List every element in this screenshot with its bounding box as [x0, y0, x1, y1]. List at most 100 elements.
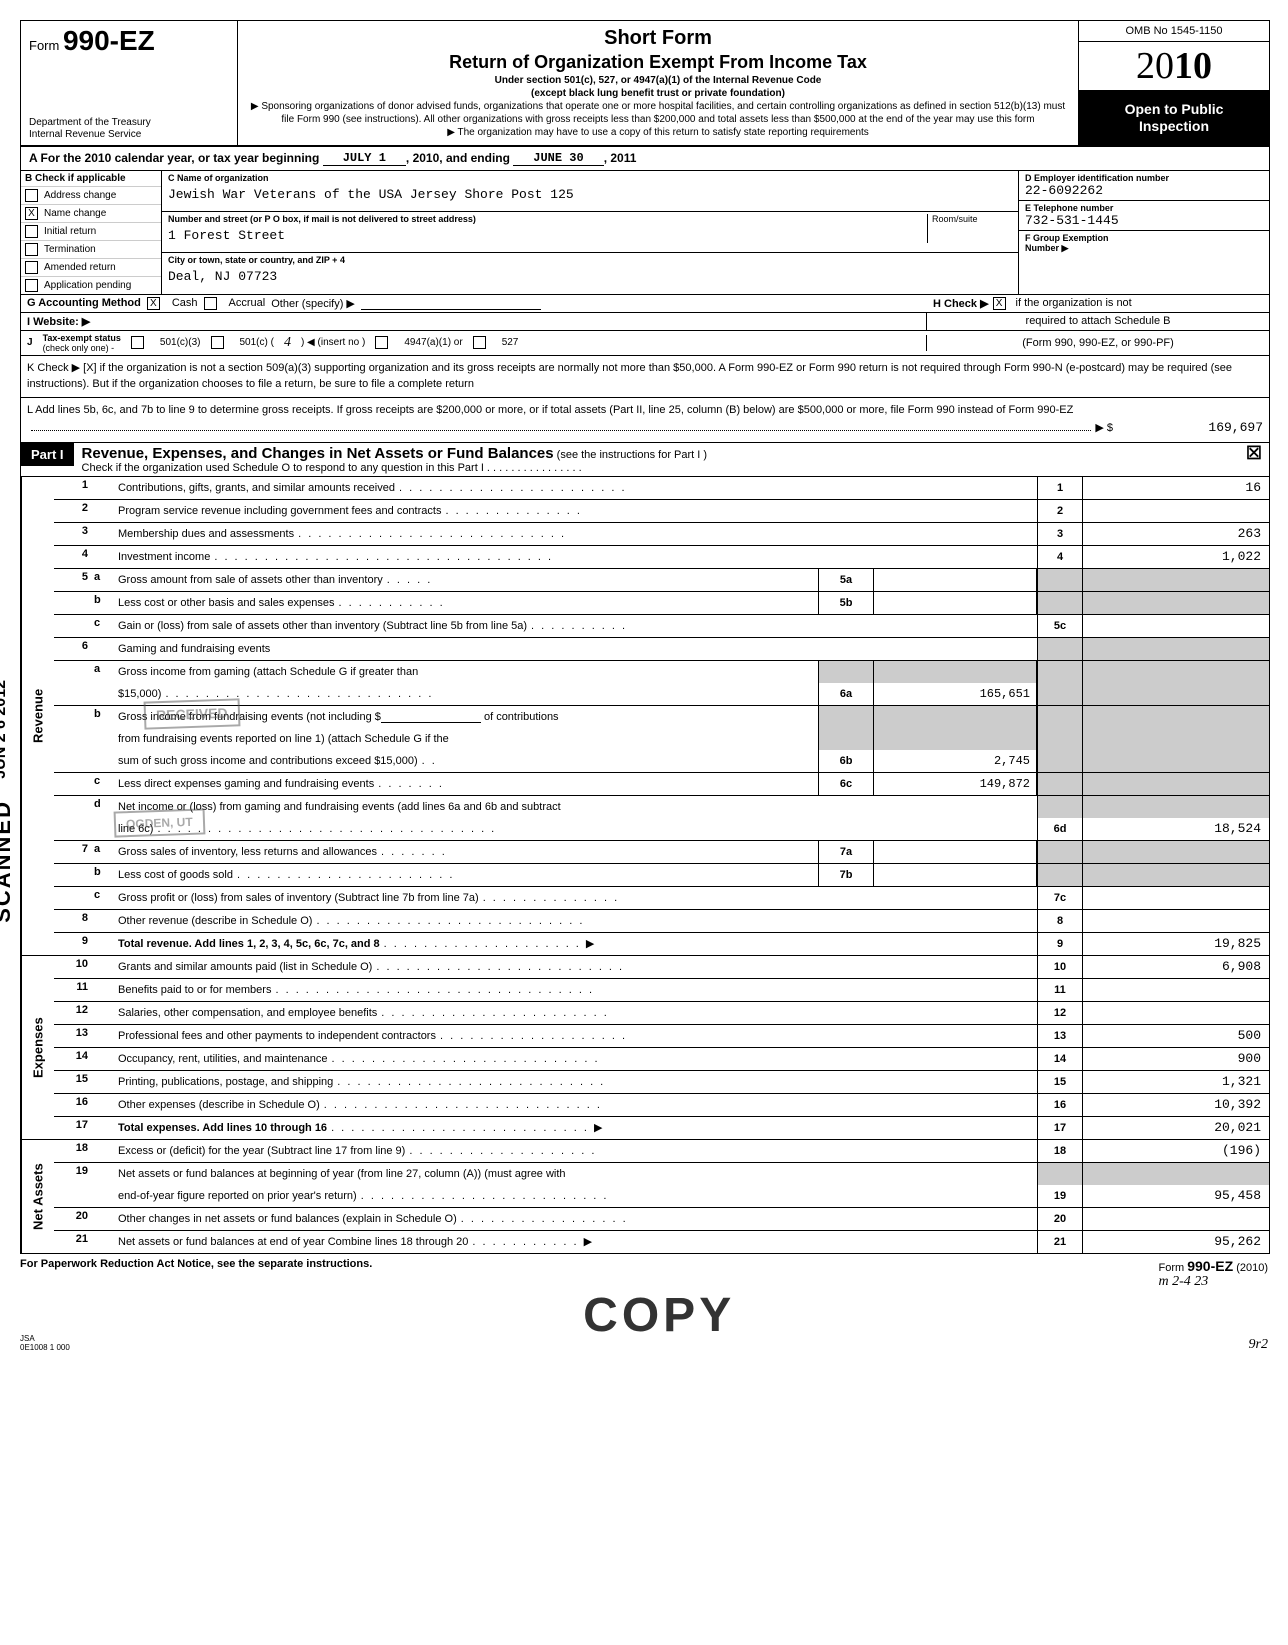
line7b-amt	[874, 864, 1037, 886]
row-l: L Add lines 5b, 6c, and 7b to line 9 to …	[21, 398, 1269, 443]
line1-amt: 16	[1082, 477, 1269, 499]
sub-section: Under section 501(c), 527, or 4947(a)(1)…	[246, 74, 1070, 87]
form-990ez: Form 990-EZ Department of the Treasury I…	[20, 20, 1270, 1254]
side-revenue: Revenue	[21, 477, 54, 955]
city-label: City or town, state or country, and ZIP …	[168, 255, 1012, 265]
gross-receipts: 169,697	[1113, 418, 1263, 438]
chk-address-change[interactable]	[25, 189, 38, 202]
header-left: Form 990-EZ Department of the Treasury I…	[21, 21, 238, 145]
line17-amt: 20,021	[1082, 1117, 1269, 1139]
line3-amt: 263	[1082, 523, 1269, 545]
jsa-code: JSA 0E1008 1 000	[20, 1335, 70, 1353]
line5b-amt	[874, 592, 1037, 614]
part1-label: Part I	[21, 443, 74, 466]
dept-treasury: Department of the Treasury	[29, 117, 229, 129]
section-bcd: B Check if applicable Address change XNa…	[21, 171, 1269, 295]
line7a-amt	[874, 841, 1037, 863]
sub-except: (except black lung benefit trust or priv…	[246, 87, 1070, 100]
handwritten-2: 9r2	[1249, 1337, 1268, 1353]
expenses-section: Expenses 10Grants and similar amounts pa…	[21, 955, 1269, 1139]
row-j-tax-status: J Tax-exempt status(check only one) - 50…	[21, 331, 1269, 356]
line4-amt: 1,022	[1082, 546, 1269, 568]
chk-h[interactable]: X	[993, 297, 1006, 310]
row-k: K Check ▶ [X] if the organization is not…	[21, 356, 1269, 398]
revenue-section: Revenue 1Contributions, gifts, grants, a…	[21, 477, 1269, 955]
addr-label: Number and street (or P O box, if mail i…	[168, 214, 923, 224]
chk-4947[interactable]	[375, 336, 388, 349]
omb-number: OMB No 1545-1150	[1079, 21, 1269, 42]
chk-termination[interactable]	[25, 243, 38, 256]
line18-amt: (196)	[1082, 1140, 1269, 1162]
c-name-label: C Name of organization	[168, 173, 1012, 183]
line15-amt: 1,321	[1082, 1071, 1269, 1093]
chk-amended[interactable]	[25, 261, 38, 274]
grp-label2: Number ▶	[1025, 243, 1263, 254]
line5a-amt	[874, 569, 1037, 591]
open-to-public: Open to Public Inspection	[1079, 91, 1269, 145]
form-label: Form	[29, 38, 59, 53]
ein-label: D Employer identification number	[1025, 173, 1263, 183]
ein-value: 22-6092262	[1025, 183, 1263, 198]
line9-amt: 19,825	[1082, 933, 1269, 955]
chk-cash[interactable]: X	[147, 297, 160, 310]
copy-stamp: COPY	[583, 1288, 735, 1343]
line14-amt: 900	[1082, 1048, 1269, 1070]
chk-application-pending[interactable]	[25, 279, 38, 292]
part1-header: Part I Revenue, Expenses, and Changes in…	[21, 443, 1269, 477]
netassets-section: Net Assets 18Excess or (deficit) for the…	[21, 1139, 1269, 1253]
title-short-form: Short Form	[246, 25, 1070, 51]
row-g-accounting: G Accounting Method XCash Accrual Other …	[21, 295, 1269, 313]
tel-value: 732-531-1445	[1025, 213, 1263, 228]
line12-amt	[1082, 1002, 1269, 1024]
dept-irs: Internal Revenue Service	[29, 129, 229, 141]
received-stamp: RECEIVED	[144, 698, 240, 729]
line7c-amt	[1082, 887, 1269, 909]
line20-amt	[1082, 1208, 1269, 1230]
row-a-tax-year: A For the 2010 calendar year, or tax yea…	[21, 147, 1269, 171]
line6c-amt: 149,872	[874, 773, 1037, 795]
header-center: Short Form Return of Organization Exempt…	[238, 21, 1078, 145]
line11-amt	[1082, 979, 1269, 1001]
chk-initial-return[interactable]	[25, 225, 38, 238]
chk-accrual[interactable]	[204, 297, 217, 310]
sub-copy: ▶ The organization may have to use a cop…	[246, 126, 1070, 139]
line6d-amt: 18,524	[1082, 818, 1269, 840]
line2-amt	[1082, 500, 1269, 522]
h-label: H Check ▶	[933, 297, 989, 310]
col-b-checkboxes: B Check if applicable Address change XNa…	[21, 171, 162, 294]
ogden-stamp: OGDEN, UT	[114, 808, 206, 837]
chk-name-change[interactable]: X	[25, 207, 38, 220]
col-d-ids: D Employer identification number 22-6092…	[1019, 171, 1269, 294]
form-number: 990-EZ	[63, 25, 155, 56]
title-return: Return of Organization Exempt From Incom…	[246, 51, 1070, 74]
part1-check[interactable]: ☒	[1239, 443, 1269, 464]
room-suite-label: Room/suite	[928, 214, 1012, 243]
side-netassets: Net Assets	[21, 1140, 54, 1253]
part1-title: Revenue, Expenses, and Changes in Net As…	[82, 445, 554, 462]
line16-amt: 10,392	[1082, 1094, 1269, 1116]
date-stamp: JUN 2 6 2012	[0, 680, 10, 779]
city-value: Deal, NJ 07723	[168, 265, 1012, 284]
chk-501c[interactable]	[211, 336, 224, 349]
line6a-amt: 165,651	[874, 683, 1037, 705]
form-header: Form 990-EZ Department of the Treasury I…	[21, 21, 1269, 147]
side-expenses: Expenses	[21, 956, 54, 1139]
c-name-value: Jewish War Veterans of the USA Jersey Sh…	[168, 183, 1012, 202]
chk-527[interactable]	[473, 336, 486, 349]
grp-label: F Group Exemption	[1025, 233, 1263, 243]
header-right: OMB No 1545-1150 2010 Open to Public Ins…	[1078, 21, 1269, 145]
row-i-website: I Website: ▶ required to attach Schedule…	[21, 313, 1269, 331]
line6b-amt: 2,745	[874, 750, 1037, 772]
line5c-amt	[1082, 615, 1269, 637]
line8-amt	[1082, 910, 1269, 932]
scanned-stamp: SCANNED	[0, 800, 16, 923]
tel-label: E Telephone number	[1025, 203, 1263, 213]
chk-501c3[interactable]	[131, 336, 144, 349]
col-c-org-info: C Name of organization Jewish War Vetera…	[162, 171, 1019, 294]
line13-amt: 500	[1082, 1025, 1269, 1047]
addr-value: 1 Forest Street	[168, 224, 923, 243]
paperwork-notice: For Paperwork Reduction Act Notice, see …	[20, 1258, 372, 1290]
handwritten-1: m 2-4 23	[1158, 1274, 1208, 1289]
line21-amt: 95,262	[1082, 1231, 1269, 1253]
line19-amt: 95,458	[1082, 1185, 1269, 1207]
